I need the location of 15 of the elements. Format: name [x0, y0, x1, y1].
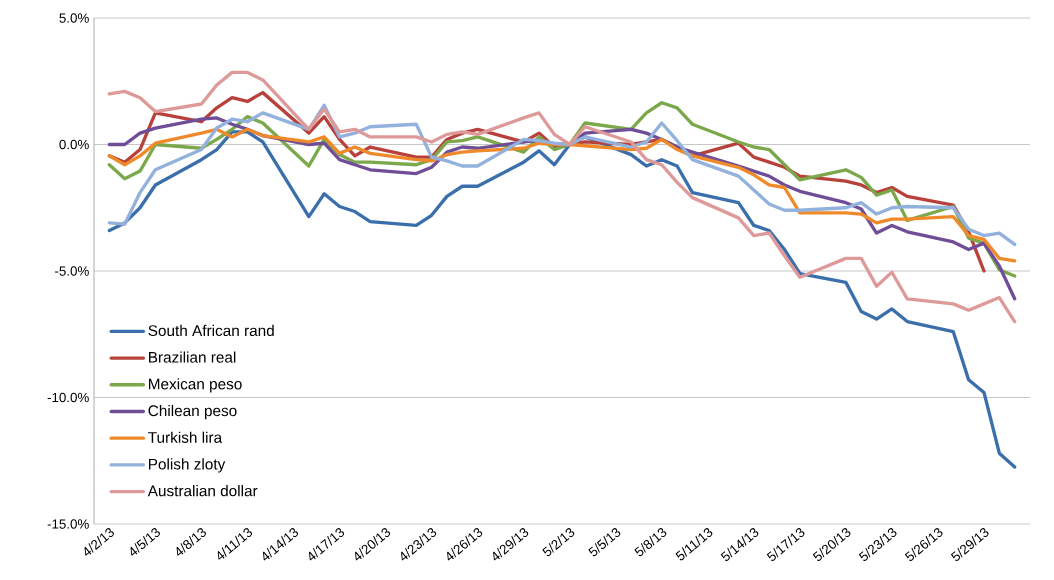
- y-tick-label: 5.0%: [59, 13, 89, 23]
- line-series: [107, 127, 1017, 263]
- legend-label: Australian dollar: [147, 485, 258, 497]
- legend-label: Turkish lira: [148, 431, 223, 443]
- y-tick-label: 0.0%: [59, 139, 89, 150]
- legend-label: South African rand: [148, 324, 274, 337]
- y-tick-label: -5.0%: [55, 266, 89, 276]
- legend-label: Mexican peso: [149, 378, 242, 393]
- y-tick-label: -10.0%: [47, 392, 89, 403]
- line-series: [107, 70, 1017, 324]
- line-series: [107, 103, 1017, 247]
- legend-label: Brazilian real: [149, 351, 236, 363]
- y-tick-label: -15.0%: [47, 519, 89, 529]
- legend-label: Chilean peso: [148, 404, 237, 420]
- legend-label: Polish zloty: [149, 458, 226, 473]
